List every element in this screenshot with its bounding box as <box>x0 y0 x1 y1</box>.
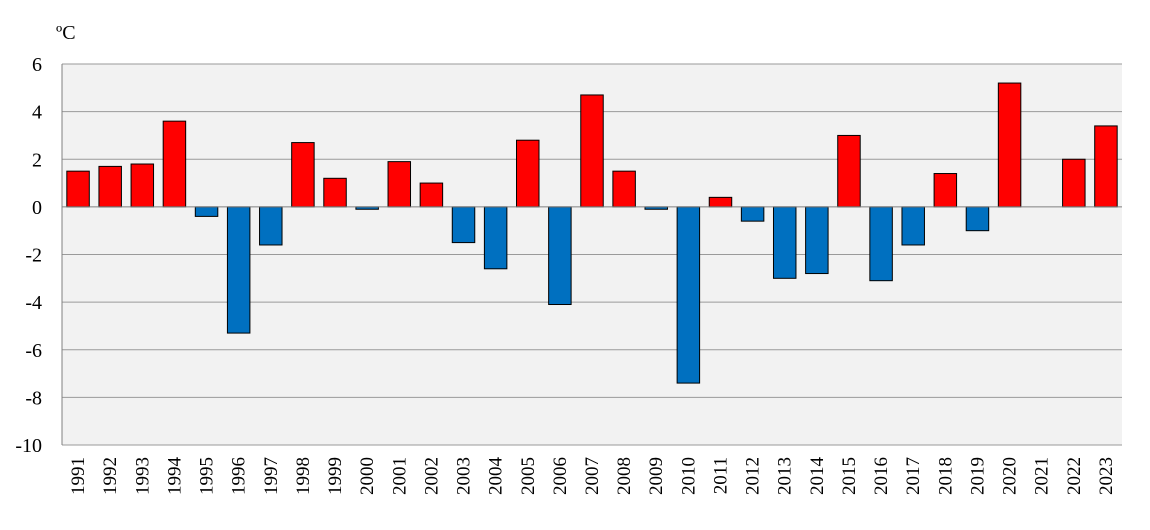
x-tick-label: 2018 <box>935 457 956 495</box>
bar-2015 <box>837 134 861 208</box>
x-tick-label: 2014 <box>807 457 828 496</box>
x-tick-label: 2001 <box>389 457 410 495</box>
bar-1993 <box>130 163 155 208</box>
x-tick-label: 1997 <box>261 457 282 495</box>
x-tick-label: 2022 <box>1064 457 1085 495</box>
y-tick-label: 4 <box>32 102 42 124</box>
x-tick-label: 2015 <box>839 457 860 495</box>
x-tick-label: 2005 <box>518 457 539 495</box>
bar-2017 <box>901 206 925 246</box>
bar-2001 <box>387 161 412 208</box>
y-unit-label: ºC <box>56 22 76 44</box>
x-tick-label: 2007 <box>582 457 603 495</box>
bar-2022 <box>1062 158 1086 208</box>
x-tick-label: 2023 <box>1096 457 1117 495</box>
bar-2008 <box>612 170 636 208</box>
bar-2004 <box>483 206 508 270</box>
x-tick-label: 1996 <box>229 457 250 495</box>
bar-2010 <box>676 206 701 384</box>
x-tick-labels: 1991 1992 1993 1994 1995 1996 1997 1998 1999 2000… <box>68 457 1117 496</box>
x-tick-label: 2019 <box>967 457 988 495</box>
bar-2014 <box>805 206 829 275</box>
x-tick-label: 2008 <box>614 457 635 495</box>
bar-2018 <box>933 173 958 208</box>
bar-2006 <box>548 206 572 306</box>
bar-1996 <box>226 206 251 334</box>
x-tick-label: 2010 <box>678 457 699 495</box>
y-tick-label: 6 <box>32 54 42 76</box>
x-tick-label: 1999 <box>325 457 346 495</box>
y-tick-label: 2 <box>32 149 42 171</box>
bar-1995 <box>194 206 219 217</box>
bar-2016 <box>869 206 893 282</box>
y-tick-label: 0 <box>32 197 42 219</box>
x-tick-label: 2011 <box>710 457 731 494</box>
bar-2013 <box>772 206 797 279</box>
y-tick-label: -8 <box>25 387 42 409</box>
x-tick-label: 2017 <box>903 457 924 495</box>
bar-2003 <box>451 206 476 244</box>
x-tick-label: 2002 <box>421 457 442 495</box>
bar-1991 <box>66 170 90 208</box>
x-tick-label: 1993 <box>132 457 153 495</box>
x-tick-label: 2009 <box>646 457 667 495</box>
bar-2011 <box>708 196 733 208</box>
bar-2002 <box>419 182 444 208</box>
x-tick-label: 2013 <box>775 457 796 495</box>
x-tick-label: 2004 <box>486 457 507 496</box>
bar-2019 <box>965 206 990 232</box>
x-tick-label: 2003 <box>454 457 475 495</box>
bar-1999 <box>323 177 347 208</box>
x-tick-label: 1995 <box>197 457 218 495</box>
bar-2012 <box>740 206 765 222</box>
bar-2020 <box>997 82 1022 208</box>
bar-1998 <box>291 142 315 208</box>
x-tick-label: 1994 <box>164 457 185 496</box>
bar-2007 <box>580 94 604 208</box>
bar-1994 <box>162 120 187 208</box>
x-tick-label: 2020 <box>1000 457 1021 495</box>
x-tick-label: 1991 <box>68 457 89 495</box>
y-tick-label: -2 <box>25 245 42 267</box>
x-tick-label: 1998 <box>293 457 314 495</box>
y-tick-label: -10 <box>15 435 42 457</box>
x-tick-label: 2021 <box>1032 457 1053 495</box>
x-tick-label: 1992 <box>100 457 121 495</box>
bar-1992 <box>98 165 122 208</box>
y-tick-labels: -10 -8 -6 -4 -2 0 2 4 6 <box>15 54 42 457</box>
bar-2023 <box>1094 125 1118 208</box>
y-tick-label: -6 <box>25 340 42 362</box>
x-tick-label: 2006 <box>550 457 571 495</box>
x-tick-label: 2012 <box>743 457 764 495</box>
y-tick-label: -4 <box>25 292 42 314</box>
x-tick-label: 2000 <box>357 457 378 495</box>
bar-1997 <box>259 206 283 246</box>
x-tick-label: 2016 <box>871 457 892 495</box>
bar-2005 <box>516 139 540 208</box>
